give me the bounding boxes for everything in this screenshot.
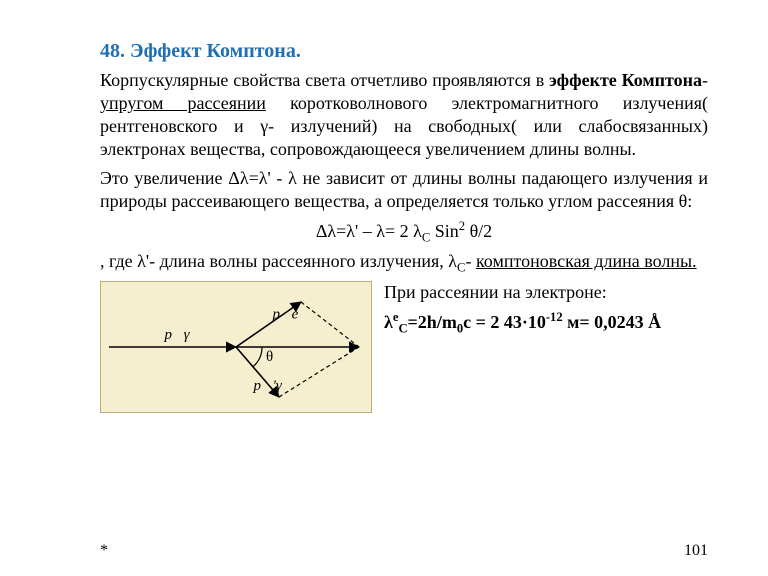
para3-mid: - (465, 251, 476, 271)
para3-under: комптоновская длина волны. (476, 251, 697, 271)
right-column: При рассеянии на электроне: λeC=2h/m0c =… (384, 281, 708, 336)
right-line-1: При рассеянии на электроне: (384, 281, 708, 304)
svg-text:θ: θ (266, 349, 273, 365)
svg-text:p⃗e: p⃗e (272, 307, 299, 323)
para1-mid: - (702, 70, 708, 90)
para1-bold: эффекте Комптона (549, 70, 702, 90)
footer-page-number: 101 (684, 542, 708, 560)
page-container: 48. Эффект Комптона. Корпускулярные свой… (0, 0, 768, 576)
paragraph-1: Корпускулярные свойства света отчетливо … (100, 69, 708, 161)
para1-underline: упругом рассеянии (100, 93, 266, 113)
compton-diagram: p⃗γ p⃗e p⃗'γ θ (100, 281, 372, 413)
diagram-svg: p⃗γ p⃗e p⃗'γ θ (101, 282, 371, 412)
lower-row: p⃗γ p⃗e p⃗'γ θ При рассеянии на электроне: … (100, 281, 708, 413)
section-title: 48. Эффект Комптона. (100, 40, 708, 63)
svg-text:p⃗γ: p⃗γ (164, 327, 191, 343)
formula-line: Δλ=λ' – λ= 2 λC Sin2 θ/2 (100, 219, 708, 246)
right-line-2: λeC=2h/m0c = 2 43·10-12 м= 0,0243 Å (384, 309, 708, 337)
paragraph-3: , где λ'- длина волны рассеянного излуче… (100, 250, 708, 276)
para1-pre: Корпускулярные свойства света отчетливо … (100, 70, 549, 90)
svg-text:p⃗'γ: p⃗'γ (253, 378, 283, 394)
paragraph-2: Это увеличение Δλ=λ' - λ не зависит от д… (100, 167, 708, 213)
formula-text: Δλ=λ' – λ= 2 λC Sin2 θ/2 (316, 221, 492, 241)
footer-star: * (100, 542, 108, 560)
para3-pre: , где λ'- длина волны рассеянного излуче… (100, 251, 457, 271)
